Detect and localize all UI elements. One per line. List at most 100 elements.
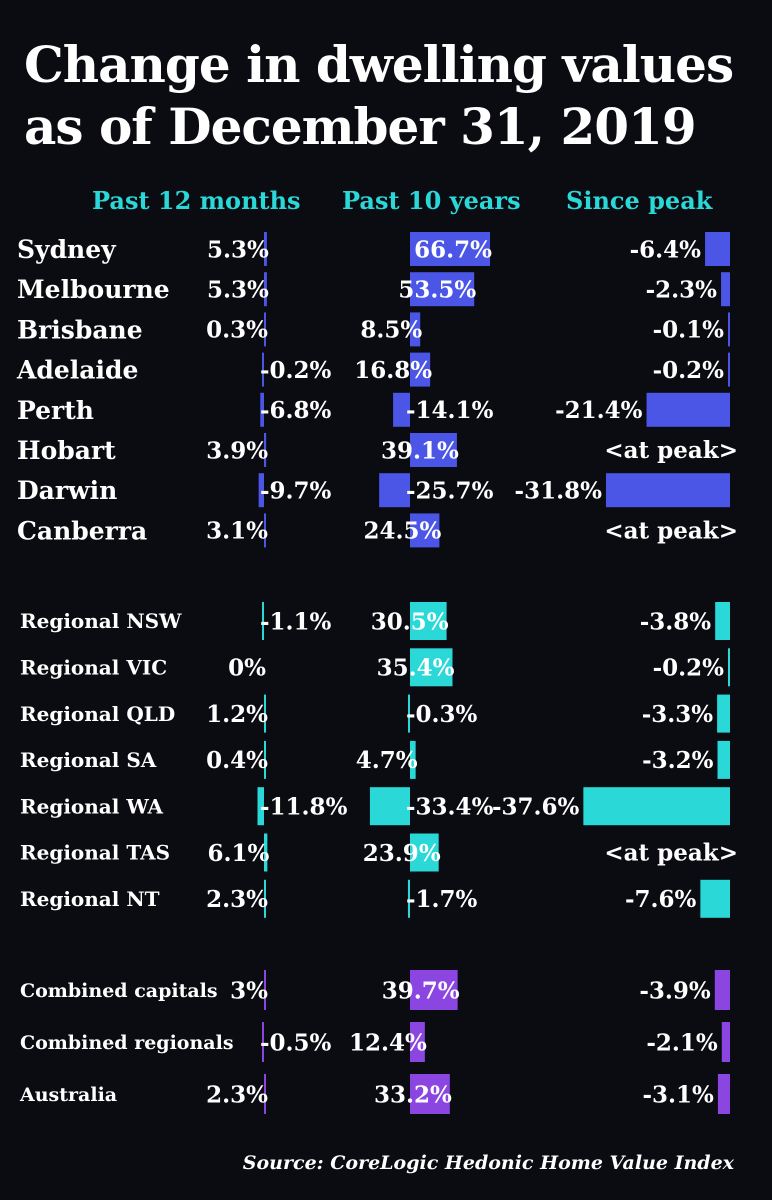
column-header-past-12-months: Past 12 months [92,186,301,215]
value-label-brisbane-peak: -0.1% [653,317,725,344]
value-label-regional-sa-peak: -3.2% [642,747,714,774]
bar-brisbane-peak [728,312,730,347]
bar-regional-wa-10y [369,787,410,826]
bar-regional-sa-10y [410,740,416,779]
value-label-sydney-12m: 5.3% [207,236,269,263]
chart-title: Change in dwelling values as of December… [24,34,754,158]
value-label-regional-nsw-12m: -1.1% [260,608,332,635]
title-line-1: Change in dwelling values [24,35,734,94]
bar-regional-nt-peak [700,879,730,918]
bar-regional-nt-10y [407,879,410,918]
at-peak-label-regional-tas: <at peak> [604,840,738,867]
value-label-canberra-12m: 3.1% [206,518,268,545]
value-label-regional-sa-10y: 4.7% [356,747,418,774]
bar-regional-sa-12m [264,740,266,779]
bar-regional-nsw-12m [262,602,264,640]
bar-melbourne-10y [410,272,475,307]
value-label-australia-peak: -3.1% [642,1081,714,1108]
row-label-perth: Perth [17,396,94,425]
bar-melbourne-peak [721,272,730,307]
value-label-melbourne-12m: 5.3% [207,276,269,303]
value-label-australia-10y: 33.2% [374,1081,452,1108]
column-header-since-peak: Since peak [566,186,713,215]
bar-perth-12m [260,392,264,427]
source-note: Source: CoreLogic Hedonic Home Value Ind… [242,1152,734,1174]
value-label-adelaide-12m: -0.2% [260,357,332,384]
bar-regional-wa-12m [257,787,264,826]
value-label-australia-12m: 2.3% [206,1081,268,1108]
bar-combined-capitals-10y [410,970,458,1010]
value-label-regional-sa-12m: 0.4% [206,747,268,774]
row-label-brisbane: Brisbane [17,315,143,344]
value-label-regional-nt-10y: -1.7% [406,886,478,913]
row-label-combined-regionals: Combined regionals [20,1032,234,1054]
value-label-combined-capitals-12m: 3% [230,977,268,1004]
bar-australia-10y [410,1074,450,1114]
value-label-hobart-10y: 39.1% [381,437,459,464]
value-label-combined-capitals-10y: 39.7% [382,977,460,1004]
bar-combined-regionals-12m [262,1022,264,1062]
bar-hobart-12m [264,433,267,467]
row-label-canberra: Canberra [17,516,147,545]
bar-regional-wa-peak [583,787,730,826]
bar-regional-tas-12m [264,833,268,872]
bar-regional-nsw-10y [410,602,447,640]
value-label-regional-nt-12m: 2.3% [206,886,268,913]
value-label-darwin-12m: -9.7% [260,477,332,504]
bar-adelaide-peak [728,352,730,387]
row-label-hobart: Hobart [17,436,116,465]
bar-australia-12m [264,1074,266,1114]
bar-adelaide-12m [262,352,264,387]
value-label-brisbane-10y: 8.5% [360,317,422,344]
value-label-sydney-peak: -6.4% [630,236,702,263]
bar-regional-sa-peak [717,740,730,779]
row-label-regional-sa: Regional SA [20,748,157,772]
value-label-perth-peak: -21.4% [555,397,643,424]
bar-regional-tas-10y [410,833,439,872]
value-label-canberra-10y: 24.5% [364,518,442,545]
bar-darwin-peak [605,473,730,508]
row-label-sydney: Sydney [17,235,117,264]
bar-darwin-10y [379,473,410,508]
row-label-australia: Australia [19,1084,117,1106]
bar-sydney-peak [705,232,730,266]
value-label-regional-qld-10y: -0.3% [406,701,478,728]
bar-combined-capitals-peak [714,970,730,1010]
bar-regional-qld-peak [717,694,730,733]
value-label-regional-vic-12m: 0% [228,655,266,682]
value-label-regional-qld-12m: 1.2% [206,701,268,728]
bar-regional-vic-10y [410,648,453,687]
value-label-sydney-10y: 66.7% [414,236,492,263]
bar-regional-qld-12m [264,694,266,733]
row-label-darwin: Darwin [17,476,117,505]
value-label-melbourne-peak: -2.3% [646,276,718,303]
at-peak-label-hobart: <at peak> [604,437,738,464]
bar-regional-nt-12m [264,879,266,918]
row-label-combined-capitals: Combined capitals [20,980,218,1002]
value-label-regional-wa-10y: -33.4% [406,793,494,820]
value-label-regional-wa-12m: -11.8% [260,793,348,820]
row-label-melbourne: Melbourne [17,275,170,304]
row-label-regional-nt: Regional NT [20,887,160,911]
bar-combined-regionals-10y [410,1022,425,1062]
row-label-regional-tas: Regional TAS [20,841,170,865]
value-label-combined-capitals-peak: -3.9% [639,977,711,1004]
bar-perth-peak [646,392,730,427]
value-label-darwin-10y: -25.7% [406,477,494,504]
value-label-regional-qld-peak: -3.3% [642,701,714,728]
bar-brisbane-12m [264,312,266,347]
row-label-adelaide: Adelaide [16,356,138,385]
bar-sydney-12m [264,232,267,266]
bar-regional-qld-10y [408,694,410,733]
value-label-darwin-peak: -31.8% [515,477,603,504]
bar-canberra-12m [264,513,266,548]
bar-perth-10y [393,392,410,427]
bar-australia-peak [717,1074,730,1114]
bar-brisbane-10y [410,312,421,347]
bar-regional-nsw-peak [715,602,730,640]
value-label-adelaide-peak: -0.2% [653,357,725,384]
bar-darwin-12m [258,473,264,508]
title-line-2: as of December 31, 2019 [24,97,697,156]
bar-adelaide-10y [410,352,431,387]
